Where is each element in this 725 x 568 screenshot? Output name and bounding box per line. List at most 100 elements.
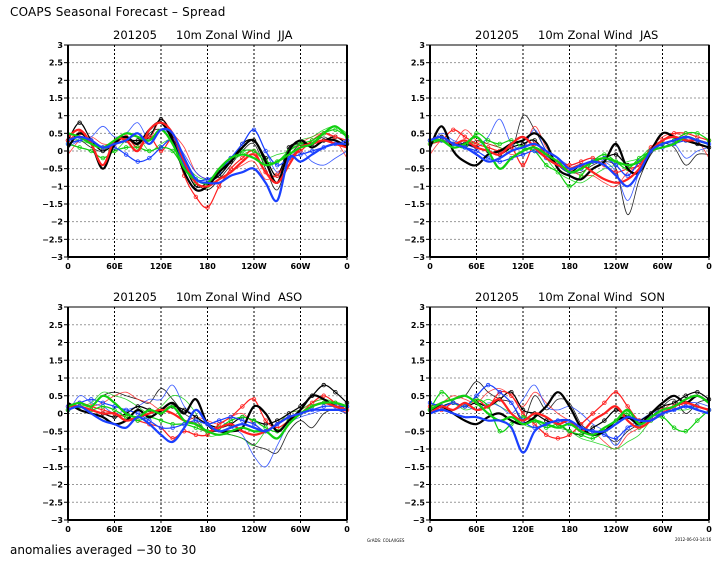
y-tick-label: 2.5 xyxy=(411,59,426,68)
series-point-blue-3 xyxy=(613,162,619,168)
x-tick-label: 120E xyxy=(512,262,534,271)
y-tick-label: −2 xyxy=(413,481,425,490)
series-point-blue-3 xyxy=(451,400,456,406)
y-tick-label: 0 xyxy=(419,147,425,156)
panel-title-part: 201205 xyxy=(475,290,519,304)
series-point-blue-3 xyxy=(532,425,537,430)
series-point-black-3 xyxy=(321,382,326,388)
x-tick-label: 60E xyxy=(468,262,485,271)
series-point-red-3 xyxy=(590,411,595,416)
series-point-blue-3 xyxy=(485,155,491,161)
y-tick-label: 2.5 xyxy=(411,321,426,330)
series-point-blue-3 xyxy=(170,425,175,430)
series-point-red-3 xyxy=(567,162,572,168)
series-line-black-1 xyxy=(429,125,710,181)
x-tick-label: 180 xyxy=(199,525,216,534)
series-point-red-3 xyxy=(216,184,222,189)
x-tick-label: 120W xyxy=(603,525,629,534)
series-point-green-3 xyxy=(158,418,164,423)
x-tick-label: 120E xyxy=(150,262,172,271)
panel-title-part: JAS xyxy=(639,28,658,42)
series-point-green-3 xyxy=(567,184,572,189)
series-point-red-3 xyxy=(263,418,268,423)
y-tick-label: −1.5 xyxy=(404,463,425,472)
chart-panel-jja: 201205 10m Zonal Wind JJA −3 −2.5 −2 −1.5 −1 −0.… xyxy=(42,28,350,271)
series-point-green-3 xyxy=(567,429,572,434)
series-point-blue-3 xyxy=(135,159,140,164)
series-point-blue-3 xyxy=(625,173,630,178)
y-tick-label: −3 xyxy=(413,516,425,525)
x-tick-label: 0 xyxy=(427,262,433,271)
credit-label: GrADS: COLA/IGES xyxy=(367,538,405,543)
series-point-black-3 xyxy=(158,116,164,122)
series-point-red-3 xyxy=(228,166,233,171)
series-point-black-3 xyxy=(602,418,607,423)
series-point-green-3 xyxy=(251,148,257,154)
y-tick-label: 1 xyxy=(419,374,425,383)
series-point-red-3 xyxy=(520,162,526,168)
panel-title-part: JJA xyxy=(277,28,293,42)
y-tick-label: −1 xyxy=(51,182,64,191)
x-tick-label: 60E xyxy=(106,262,123,271)
y-tick-label: 1 xyxy=(57,374,63,383)
series-point-red-3 xyxy=(251,397,257,402)
y-tick-label: 0 xyxy=(57,147,63,156)
x-tick-label: 0 xyxy=(706,525,712,534)
series-point-blue-3 xyxy=(497,390,502,395)
series-point-green-3 xyxy=(298,141,303,147)
series-point-blue-3 xyxy=(263,148,268,154)
x-tick-label: 120E xyxy=(150,525,172,534)
y-tick-label: 2 xyxy=(57,339,63,348)
series-point-red-3 xyxy=(193,432,199,437)
y-tick-label: 2.5 xyxy=(49,321,64,330)
y-tick-label: 3 xyxy=(57,41,63,50)
series-point-blue-3 xyxy=(485,382,491,388)
panel-title-part: 10m Zonal Wind xyxy=(538,290,633,304)
y-tick-label: 3 xyxy=(419,303,425,312)
series-point-blue-3 xyxy=(89,397,94,402)
series-point-blue-3 xyxy=(112,404,117,409)
y-tick-label: −2.5 xyxy=(404,498,425,507)
y-tick-label: −1 xyxy=(413,182,426,191)
series-point-blue-3 xyxy=(228,414,233,420)
y-tick-label: 3 xyxy=(57,303,63,312)
x-tick-label: 120W xyxy=(603,262,629,271)
series-point-green-3 xyxy=(683,131,688,136)
series-point-black-3 xyxy=(333,390,338,395)
series-point-green-3 xyxy=(100,155,106,161)
series-point-blue-3 xyxy=(298,152,303,157)
series-point-green-3 xyxy=(439,390,444,395)
series-point-blue-3 xyxy=(532,148,537,154)
y-tick-label: −1.5 xyxy=(42,200,63,209)
panel-title-part: ASO xyxy=(278,290,302,304)
y-tick-label: −3 xyxy=(413,253,425,262)
y-tick-label: −3 xyxy=(51,516,63,525)
y-tick-label: −0.5 xyxy=(42,165,63,174)
y-tick-label: 0 xyxy=(419,410,425,419)
series-point-red-3 xyxy=(333,134,338,140)
series-point-blue-3 xyxy=(193,418,199,423)
x-tick-label: 60W xyxy=(291,525,311,534)
series-point-red-3 xyxy=(509,145,514,150)
series-point-red-3 xyxy=(193,194,199,200)
series-line-black-1 xyxy=(429,391,710,437)
series-point-green-3 xyxy=(497,141,502,147)
y-tick-label: −0.5 xyxy=(42,427,63,436)
series-point-green-3 xyxy=(147,148,152,154)
panel-title-part: 201205 xyxy=(113,290,157,304)
y-tick-label: −2.5 xyxy=(404,235,425,244)
x-tick-label: 180 xyxy=(199,262,216,271)
x-tick-label: 60W xyxy=(653,262,673,271)
x-tick-label: 120E xyxy=(512,525,534,534)
series-point-blue-3 xyxy=(625,425,630,430)
series-point-red-3 xyxy=(275,173,280,178)
series-line-blue-1 xyxy=(67,405,347,444)
series-point-green-3 xyxy=(135,418,140,423)
series-point-green-3 xyxy=(683,429,688,434)
series-point-blue-3 xyxy=(462,404,468,409)
y-tick-label: 1 xyxy=(57,112,63,121)
series-point-green-3 xyxy=(485,138,491,143)
x-tick-label: 180 xyxy=(561,525,578,534)
x-tick-label: 0 xyxy=(65,525,71,534)
series-point-blue-3 xyxy=(158,145,164,150)
